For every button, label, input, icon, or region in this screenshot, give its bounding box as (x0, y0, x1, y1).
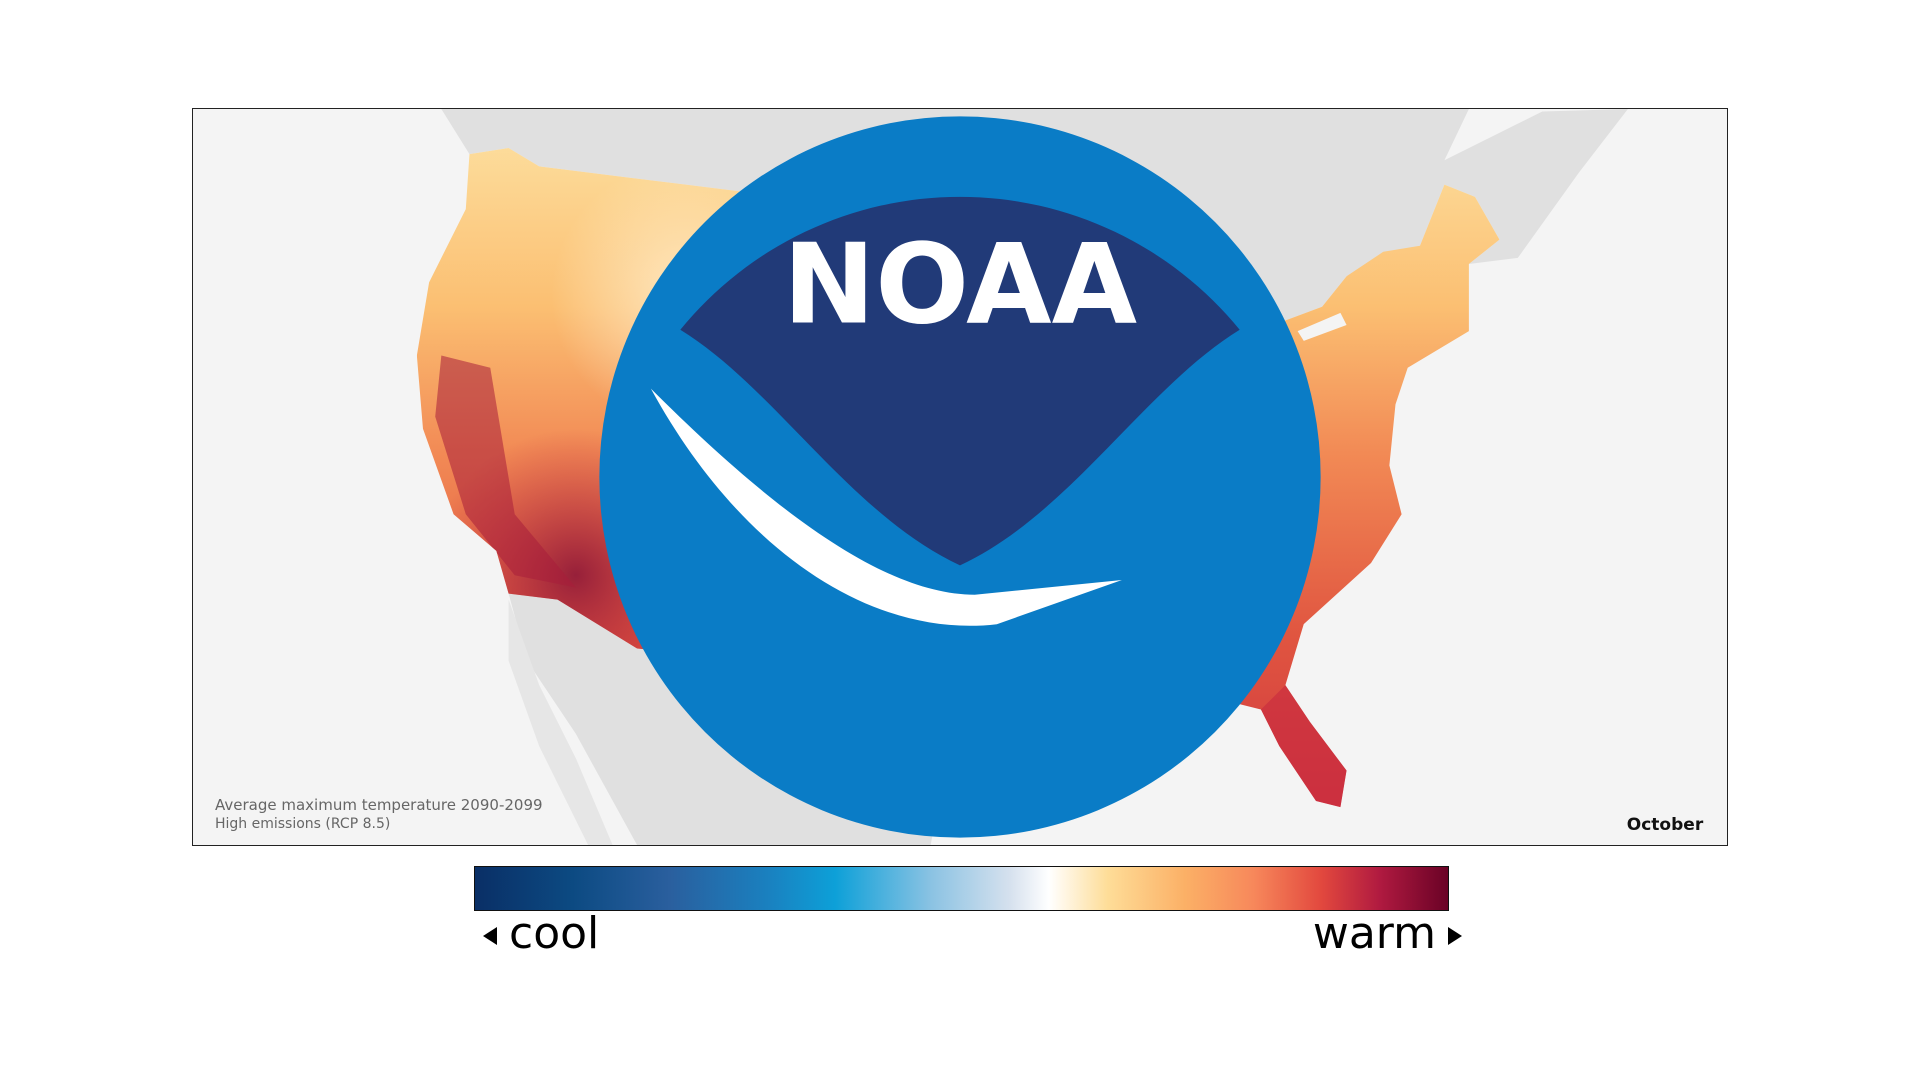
noaa-logo-text: NOAA (783, 221, 1137, 349)
warm-label-text: warm (1312, 908, 1436, 959)
cool-label-text: cool (509, 908, 600, 959)
triangle-left-icon (483, 927, 497, 945)
map-caption-title: Average maximum temperature 2090-2099 (215, 796, 543, 814)
month-label: October (1626, 815, 1704, 835)
map-caption-scenario: High emissions (RCP 8.5) (215, 816, 391, 832)
temperature-colorbar (474, 866, 1449, 911)
noaa-logo: NOAA (599, 116, 1321, 838)
baja-peninsula (508, 599, 613, 845)
warm-label: warm (1313, 906, 1462, 962)
cool-label: cool (483, 906, 599, 962)
triangle-right-icon (1448, 927, 1462, 945)
map-frame: Average maximum temperature 2090-2099 Hi… (192, 108, 1728, 846)
